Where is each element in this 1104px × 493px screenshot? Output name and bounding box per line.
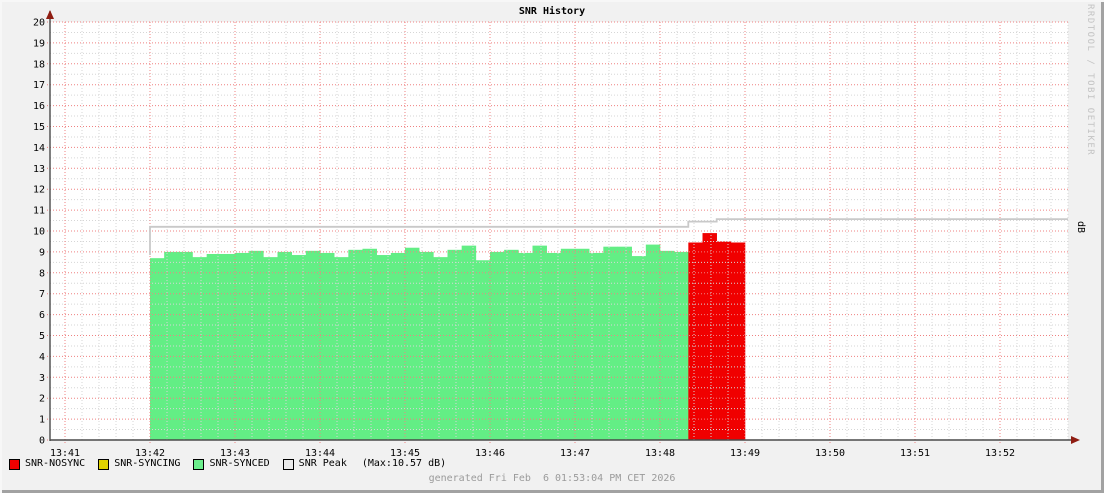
svg-text:14: 14 xyxy=(33,143,45,154)
legend-label-peak: SNR Peak xyxy=(298,458,347,469)
svg-text:8: 8 xyxy=(39,268,45,279)
svg-text:13:46: 13:46 xyxy=(475,448,505,459)
svg-text:2: 2 xyxy=(39,394,45,405)
svg-text:4: 4 xyxy=(39,352,45,363)
generated-timestamp: generated Fri Feb 6 01:53:04 PM CET 2026 xyxy=(428,473,676,484)
svg-text:13:50: 13:50 xyxy=(815,448,845,459)
legend: SNR-NOSYNC SNR-SYNCING SNR-SYNCED SNR Pe… xyxy=(9,458,446,470)
svg-text:13:43: 13:43 xyxy=(220,448,250,459)
svg-text:13:47: 13:47 xyxy=(560,448,590,459)
svg-text:13:44: 13:44 xyxy=(305,448,335,459)
svg-text:1: 1 xyxy=(39,415,45,426)
svg-text:10: 10 xyxy=(33,227,45,238)
legend-swatch-nosync xyxy=(9,458,20,470)
peak-max-label: (Max:10.57 dB) xyxy=(361,458,447,469)
svg-text:12: 12 xyxy=(33,185,45,196)
svg-text:11: 11 xyxy=(33,206,45,217)
chart-title: SNR History xyxy=(518,6,586,17)
legend-label-syncing: SNR-SYNCING xyxy=(114,458,181,469)
svg-text:9: 9 xyxy=(39,247,45,258)
svg-text:13:51: 13:51 xyxy=(900,448,930,459)
legend-label-synced: SNR-SYNCED xyxy=(209,458,270,469)
svg-text:13: 13 xyxy=(33,164,45,175)
legend-swatch-syncing xyxy=(98,458,110,470)
svg-text:13:41: 13:41 xyxy=(50,448,80,459)
svg-text:3: 3 xyxy=(39,373,45,384)
svg-text:16: 16 xyxy=(33,101,45,112)
rrdtool-watermark: RRDTOOL / TOBI OETIKER xyxy=(1085,4,1095,157)
svg-text:13:42: 13:42 xyxy=(135,448,165,459)
legend-item-peak: SNR Peak xyxy=(282,458,347,470)
svg-text:13:49: 13:49 xyxy=(730,448,760,459)
svg-text:7: 7 xyxy=(39,289,45,300)
svg-text:13:48: 13:48 xyxy=(645,448,675,459)
legend-swatch-peak xyxy=(282,458,294,470)
svg-text:13:45: 13:45 xyxy=(390,448,420,459)
svg-text:13:52: 13:52 xyxy=(985,448,1015,459)
y-axis-unit-label: dB xyxy=(1075,221,1086,234)
legend-label-nosync: SNR-NOSYNC xyxy=(25,458,86,469)
svg-text:5: 5 xyxy=(39,331,45,342)
svg-text:0: 0 xyxy=(39,436,45,447)
svg-text:17: 17 xyxy=(33,80,45,91)
svg-text:20: 20 xyxy=(33,18,45,29)
svg-text:18: 18 xyxy=(33,59,45,70)
svg-text:6: 6 xyxy=(39,310,45,321)
svg-text:19: 19 xyxy=(33,38,45,49)
legend-swatch-synced xyxy=(193,458,205,470)
legend-item-synced: SNR-SYNCED xyxy=(193,458,270,470)
svg-text:15: 15 xyxy=(33,122,45,133)
legend-item-syncing: SNR-SYNCING xyxy=(98,458,180,470)
legend-item-nosync: SNR-NOSYNC xyxy=(9,458,85,470)
